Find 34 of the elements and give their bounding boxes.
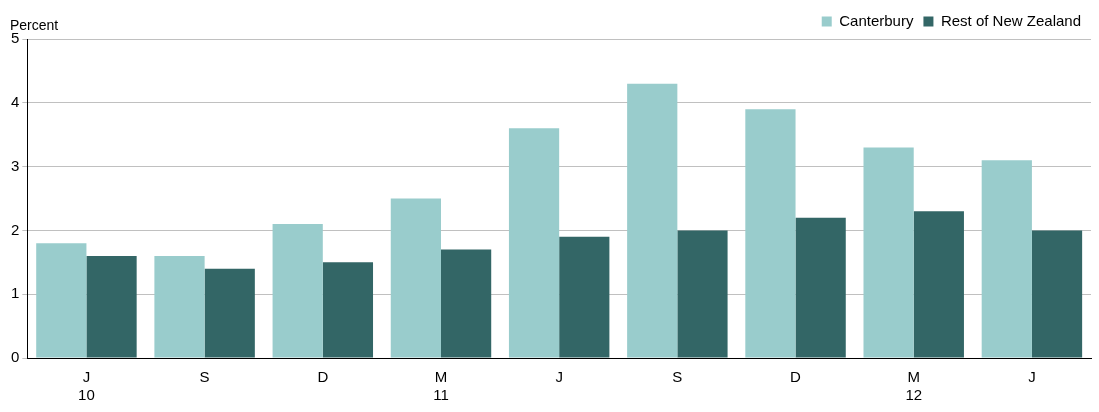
y-tick-label: 3 — [11, 156, 20, 174]
bar — [440, 249, 492, 358]
x-tick-label: J 10 — [78, 368, 95, 404]
bar — [508, 128, 560, 358]
y-tick-label: 1 — [11, 284, 20, 302]
x-tick-label: M 12 — [905, 368, 923, 404]
bar — [795, 217, 846, 358]
bar — [627, 83, 678, 358]
x-tick-label: D — [317, 368, 329, 386]
bar — [204, 268, 255, 358]
x-tick-label: J — [555, 368, 563, 386]
y-tick-label: 0 — [11, 348, 20, 366]
bar — [745, 109, 796, 358]
x-tick-label: M 11 — [433, 368, 449, 404]
legend-label: Canterbury — [839, 11, 914, 29]
bar — [86, 255, 137, 358]
bar — [154, 255, 205, 358]
bar — [559, 236, 610, 358]
x-tick-label: S — [199, 368, 210, 386]
legend-label: Rest of New Zealand — [940, 11, 1082, 29]
bar — [36, 243, 87, 358]
x-tick-label: J — [1028, 368, 1036, 386]
bar — [677, 230, 728, 358]
bar — [863, 147, 914, 358]
y-tick-label: 4 — [11, 92, 20, 110]
y-tick-label: 2 — [11, 220, 20, 238]
bar — [981, 160, 1032, 358]
bar — [272, 224, 323, 358]
x-tick-label: S — [672, 368, 683, 386]
bar — [322, 262, 374, 358]
bar — [390, 198, 441, 358]
bar — [913, 211, 964, 358]
bar — [1031, 230, 1083, 358]
x-tick-label: D — [790, 368, 802, 386]
